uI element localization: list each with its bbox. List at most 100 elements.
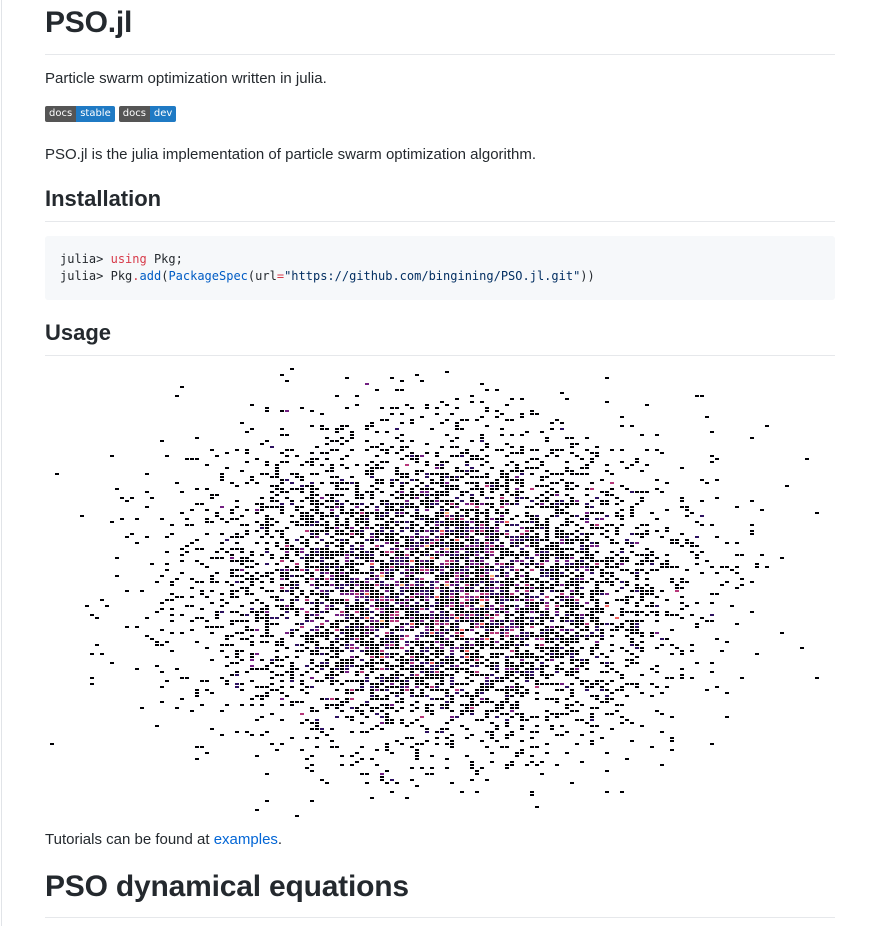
density-cell xyxy=(340,530,344,532)
density-cell xyxy=(410,623,414,625)
density-cell xyxy=(455,422,459,424)
density-cell xyxy=(335,530,339,532)
density-cell xyxy=(395,509,399,511)
density-cell xyxy=(390,620,394,622)
density-cell xyxy=(590,635,594,637)
density-cell xyxy=(440,476,444,478)
density-cell xyxy=(560,554,564,556)
density-cell xyxy=(425,485,429,487)
density-cell xyxy=(585,548,589,550)
density-cell xyxy=(405,605,409,607)
density-cell xyxy=(265,533,269,535)
density-cell xyxy=(400,491,404,493)
density-cell xyxy=(395,407,399,409)
density-cell xyxy=(415,590,419,592)
density-cell xyxy=(470,476,474,478)
density-cell xyxy=(440,590,444,592)
density-cell xyxy=(415,542,419,544)
density-cell xyxy=(395,626,399,628)
density-cell xyxy=(420,767,424,769)
density-cell xyxy=(645,548,649,550)
density-cell xyxy=(435,602,439,604)
density-cell xyxy=(345,455,349,457)
density-cell xyxy=(465,590,469,592)
density-cell xyxy=(310,800,314,802)
density-cell xyxy=(450,740,454,742)
density-cell xyxy=(135,518,139,520)
density-cell xyxy=(515,677,519,679)
density-cell xyxy=(275,569,279,571)
density-cell xyxy=(400,578,404,580)
density-cell xyxy=(640,587,644,589)
density-cell xyxy=(420,539,424,541)
density-cell xyxy=(405,563,409,565)
density-cell xyxy=(350,431,354,433)
density-cell xyxy=(440,665,444,667)
density-cell xyxy=(590,614,594,616)
density-cell xyxy=(595,452,599,454)
density-cell xyxy=(380,722,384,724)
density-cell xyxy=(595,680,599,682)
density-cell xyxy=(225,521,229,523)
density-cell xyxy=(500,551,504,553)
density-cell xyxy=(440,680,444,682)
density-cell xyxy=(430,560,434,562)
density-cell xyxy=(540,773,544,775)
density-cell xyxy=(335,575,339,577)
density-cell xyxy=(550,506,554,508)
density-cell xyxy=(465,584,469,586)
density-cell xyxy=(225,635,229,637)
density-cell xyxy=(530,467,534,469)
density-cell xyxy=(390,638,394,640)
density-cell xyxy=(280,560,284,562)
density-cell xyxy=(325,698,329,700)
density-cell xyxy=(440,605,444,607)
density-cell xyxy=(345,641,349,643)
density-cell xyxy=(380,638,384,640)
density-cell xyxy=(355,494,359,496)
density-cell xyxy=(540,503,544,505)
docs-stable-badge[interactable]: docs stable xyxy=(45,106,115,122)
density-cell xyxy=(415,758,419,760)
density-cell xyxy=(265,530,269,532)
examples-link[interactable]: examples xyxy=(213,831,278,848)
docs-dev-badge[interactable]: docs dev xyxy=(118,106,177,122)
code-text: Pkg; xyxy=(153,252,183,266)
density-cell xyxy=(505,695,509,697)
density-cell xyxy=(480,605,484,607)
density-cell xyxy=(380,467,384,469)
density-cell xyxy=(590,599,594,601)
density-cell xyxy=(280,452,284,454)
density-cell xyxy=(420,518,424,520)
density-cell xyxy=(520,656,524,658)
density-cell xyxy=(400,506,404,508)
density-cell xyxy=(710,524,714,526)
density-cell xyxy=(390,584,394,586)
badge-row: docs stable docs dev xyxy=(45,106,180,124)
density-cell xyxy=(380,515,384,517)
density-cell xyxy=(485,521,489,523)
density-cell xyxy=(480,635,484,637)
density-cell xyxy=(500,548,504,550)
density-cell xyxy=(205,626,209,628)
density-cell xyxy=(590,524,594,526)
density-cell xyxy=(405,464,409,466)
density-cell xyxy=(725,581,729,583)
density-cell xyxy=(300,680,304,682)
density-cell xyxy=(470,572,474,574)
density-cell xyxy=(425,497,429,499)
density-cell xyxy=(535,458,539,460)
density-cell xyxy=(330,575,334,577)
density-cell xyxy=(470,590,474,592)
density-cell xyxy=(350,644,354,646)
density-cell xyxy=(565,557,569,559)
density-cell xyxy=(450,659,454,661)
density-cell xyxy=(515,647,519,649)
density-cell xyxy=(480,599,484,601)
density-cell xyxy=(595,551,599,553)
density-cell xyxy=(360,536,364,538)
density-cell xyxy=(610,557,614,559)
density-cell xyxy=(455,602,459,604)
density-cell xyxy=(320,554,324,556)
density-cell xyxy=(310,770,314,772)
